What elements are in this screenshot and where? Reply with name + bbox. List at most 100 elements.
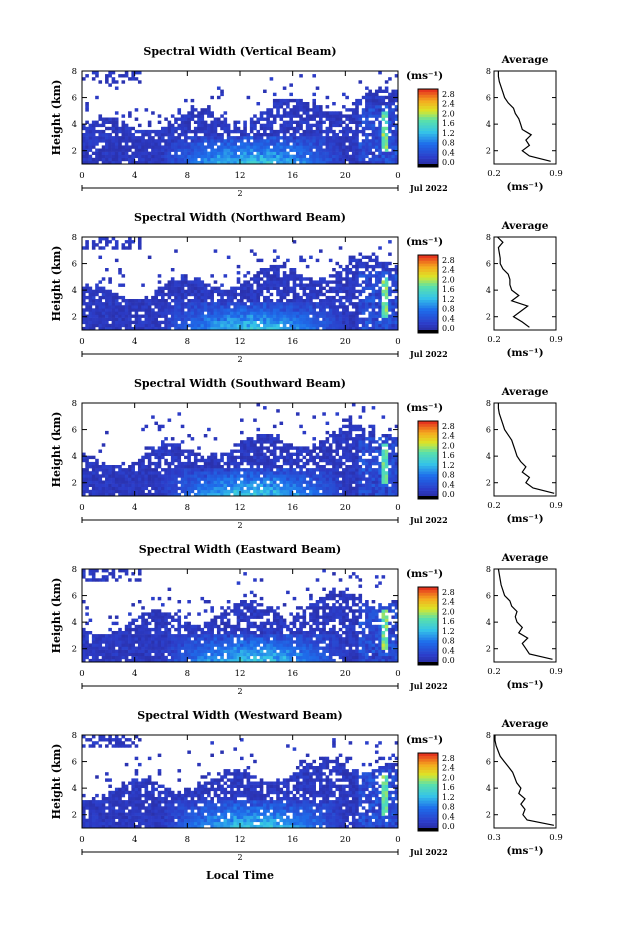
heatmap-cell xyxy=(342,483,346,487)
heatmap-cell xyxy=(249,483,254,487)
heatmap-cell xyxy=(200,317,205,321)
heatmap-cell xyxy=(292,271,297,275)
colorbar-unit: (ms⁻¹) xyxy=(406,70,443,82)
heatmap-cell xyxy=(391,452,396,456)
heatmap-cell xyxy=(141,612,145,616)
heatmap-cell xyxy=(384,268,389,272)
heatmap-cell xyxy=(365,299,369,303)
heatmap-cell xyxy=(361,486,366,491)
heatmap-cell xyxy=(141,326,145,331)
heatmap-cell xyxy=(121,631,126,635)
heatmap-cell xyxy=(236,314,241,318)
heatmap-cell xyxy=(292,477,297,481)
heatmap-cell xyxy=(170,148,175,152)
heatmap-cell xyxy=(151,468,155,472)
heatmap-cell xyxy=(328,305,333,309)
heatmap-cell xyxy=(85,489,89,494)
heatmap-cell xyxy=(233,154,238,159)
heatmap-cell xyxy=(259,440,264,444)
heatmap-cell xyxy=(164,160,168,165)
heatmap-cell xyxy=(161,477,165,481)
heatmap-cell xyxy=(174,314,178,318)
heatmap-cell xyxy=(279,123,284,128)
heatmap-cell xyxy=(312,292,317,297)
heatmap-cell xyxy=(328,483,333,487)
heatmap-cell xyxy=(154,449,159,453)
heatmap-cell xyxy=(190,299,195,303)
heatmap-cell xyxy=(233,468,238,472)
heatmap-cell xyxy=(124,643,129,647)
heatmap-cell xyxy=(276,317,280,321)
heatmap-cell xyxy=(220,317,224,321)
heatmap-cell xyxy=(315,120,320,124)
heatmap-cell xyxy=(391,446,396,450)
heatmap-cell xyxy=(328,326,333,331)
heatmap-cell xyxy=(216,299,221,303)
heatmap-cell xyxy=(236,465,241,469)
heatmap-cell xyxy=(259,461,264,466)
heatmap-cell xyxy=(85,154,89,159)
heatmap-cell xyxy=(147,471,152,475)
heatmap-cell xyxy=(394,440,399,444)
heatmap-cell xyxy=(253,308,257,312)
heatmap-cell xyxy=(193,461,198,466)
heatmap-cell xyxy=(121,320,126,325)
heatmap-cell xyxy=(167,286,172,290)
heatmap-cell xyxy=(180,489,185,494)
heatmap-cell xyxy=(371,430,376,435)
heatmap-cell xyxy=(374,446,379,450)
heatmap-cell xyxy=(358,465,363,469)
heatmap-cell xyxy=(144,452,149,456)
heatmap-cell xyxy=(174,486,178,491)
heatmap-cell xyxy=(335,136,340,140)
heatmap-cell xyxy=(309,123,313,128)
heatmap-cell xyxy=(101,289,106,294)
heatmap-cell xyxy=(98,314,103,318)
colorbar-tick-label: 2.4 xyxy=(442,100,455,109)
heatmap-cell xyxy=(137,136,142,140)
heatmap-cell xyxy=(174,492,178,497)
heatmap-cell xyxy=(292,157,297,162)
heatmap-cell xyxy=(371,489,376,494)
heatmap-cell xyxy=(256,295,261,300)
heatmap-cell xyxy=(289,139,293,143)
heatmap-cell xyxy=(338,427,343,432)
heatmap-cell xyxy=(141,480,145,484)
heatmap-cell xyxy=(91,640,96,644)
heatmap-cell xyxy=(295,154,300,159)
heatmap-cell xyxy=(272,323,277,328)
heatmap-cell xyxy=(361,468,366,472)
heatmap-cell xyxy=(394,117,399,121)
heatmap-cell xyxy=(345,449,349,453)
heatmap-cell xyxy=(371,160,376,165)
heatmap-cell xyxy=(203,160,208,165)
heatmap-cell xyxy=(105,643,109,647)
heatmap-cell xyxy=(302,477,307,481)
heatmap-cell xyxy=(121,646,126,650)
heatmap-cell xyxy=(111,480,116,484)
heatmap-cell xyxy=(177,412,182,416)
heatmap-cell xyxy=(335,437,340,441)
heatmap-cell xyxy=(220,120,224,124)
heatmap-cell xyxy=(312,461,317,466)
colorbar-segment xyxy=(418,299,438,303)
heatmap-cell xyxy=(193,317,198,321)
heatmap-cell xyxy=(223,477,228,481)
heatmap-cell xyxy=(137,157,142,162)
heatmap-cell xyxy=(361,430,366,435)
heatmap-cell xyxy=(101,314,106,318)
heatmap-cell xyxy=(312,283,317,287)
heatmap-cell xyxy=(282,133,287,137)
heatmap-cell xyxy=(151,480,155,484)
heatmap-cell xyxy=(114,465,119,469)
heatmap-cell xyxy=(322,474,326,478)
heatmap-cell xyxy=(351,311,356,315)
heatmap-cell xyxy=(365,320,369,325)
heatmap-cell xyxy=(184,148,188,152)
heatmap-cell xyxy=(111,311,116,315)
colorbar-unit: (ms⁻¹) xyxy=(406,236,443,248)
heatmap-cell xyxy=(338,492,343,497)
heatmap-cell xyxy=(144,160,149,165)
heatmap-cell xyxy=(371,92,376,97)
colorbar-segment xyxy=(418,282,438,286)
